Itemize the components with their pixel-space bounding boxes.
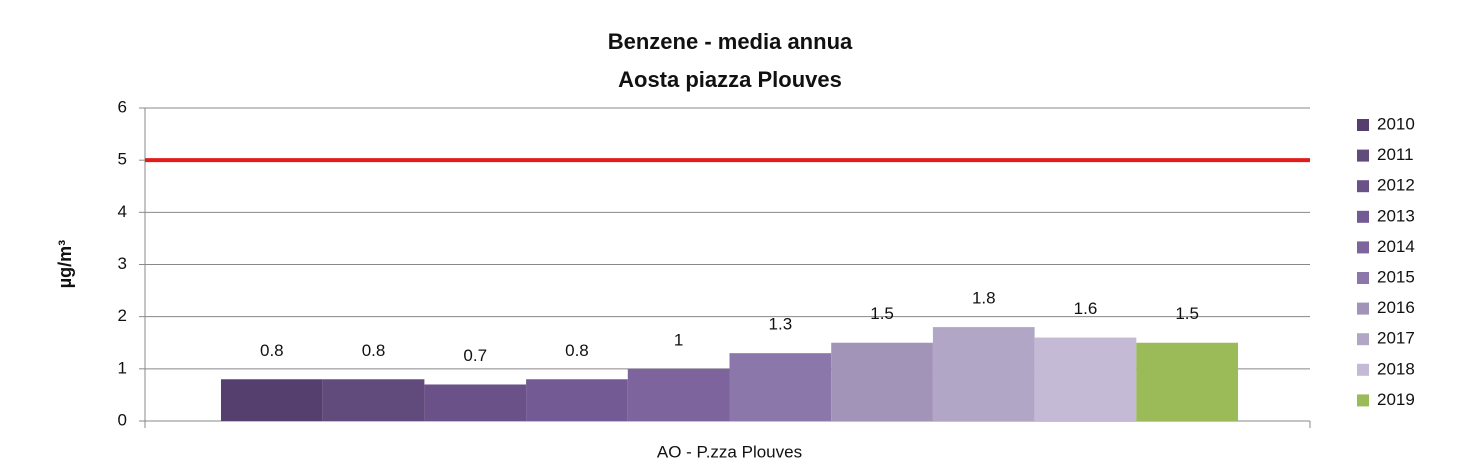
bar (932, 327, 1035, 421)
legend-swatch (1357, 180, 1369, 193)
y-tick-label: 3 (118, 254, 127, 273)
legend-label: 2014 (1377, 237, 1415, 256)
legend-label: 2016 (1377, 298, 1415, 317)
bar (322, 379, 425, 421)
y-tick-label: 4 (118, 202, 127, 221)
y-tick-label: 0 (118, 410, 127, 429)
legend-swatch (1357, 210, 1369, 223)
bar (424, 384, 527, 421)
y-axis-label: µg/m³ (55, 240, 75, 288)
value-label: 0.8 (362, 341, 386, 360)
legend-swatch (1357, 149, 1369, 162)
value-label: 1.3 (769, 315, 793, 334)
legend-swatch (1357, 119, 1369, 131)
legend-label: 2017 (1377, 329, 1415, 348)
y-tick-label: 5 (118, 150, 127, 169)
x-tick-label: AO - P.zza Plouves (657, 442, 802, 461)
legend-label: 2013 (1377, 206, 1415, 225)
bar (627, 368, 730, 421)
legend-swatch (1357, 302, 1369, 315)
legend-label: 2010 (1377, 114, 1415, 133)
legend-label: 2018 (1377, 359, 1415, 378)
legend-swatch (1357, 272, 1369, 284)
legend-swatch (1357, 333, 1369, 346)
bar (1034, 337, 1137, 421)
value-label: 1.8 (972, 289, 996, 308)
value-label: 1 (674, 330, 683, 349)
value-label: 1.6 (1074, 299, 1098, 318)
legend-swatch (1357, 241, 1369, 254)
bar (1136, 342, 1239, 421)
legend-label: 2011 (1377, 145, 1414, 164)
value-label: 0.7 (463, 346, 487, 365)
value-label: 0.8 (260, 341, 284, 360)
legend-label: 2015 (1377, 267, 1415, 286)
y-tick-label: 6 (118, 97, 127, 116)
value-label: 1.5 (1175, 304, 1199, 323)
legend-label: 2019 (1377, 390, 1415, 409)
chart-subtitle: Aosta piazza Plouves (618, 67, 842, 92)
legend-swatch (1357, 394, 1369, 407)
bar (220, 379, 323, 421)
chart-title: Benzene - media annua (608, 29, 853, 54)
y-tick-label: 1 (118, 358, 127, 377)
y-tick-label: 2 (118, 306, 127, 325)
bar (831, 342, 933, 421)
value-label: 1.5 (870, 304, 894, 323)
bar (729, 353, 832, 421)
legend-swatch (1357, 363, 1369, 376)
legend-label: 2012 (1377, 176, 1415, 195)
bar (526, 379, 628, 421)
value-label: 0.8 (565, 341, 589, 360)
